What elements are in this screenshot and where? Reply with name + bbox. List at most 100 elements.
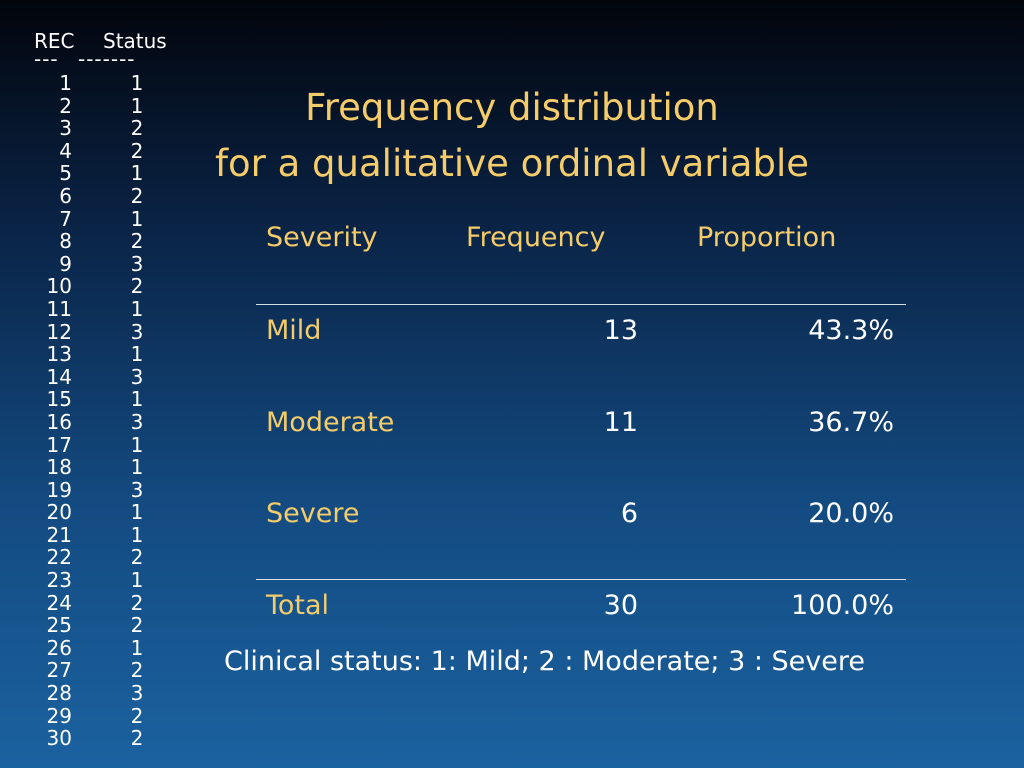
status-value: 1 — [130, 93, 144, 118]
status-value: 1 — [130, 161, 144, 186]
rec-number: 12 — [46, 319, 72, 344]
rec-number: 28 — [46, 681, 72, 706]
rec-number: 22 — [46, 545, 72, 570]
table-row-mild: Mild 13 43.3% — [256, 305, 906, 397]
raw-data-row: 15 1 — [34, 387, 184, 413]
status-value: 1 — [130, 522, 144, 547]
status-value: 3 — [130, 251, 144, 276]
rec-number: 27 — [46, 658, 72, 683]
rec-column-header: REC — [34, 29, 75, 53]
raw-data-header: REC Status — [34, 30, 184, 52]
status-value: 3 — [130, 681, 144, 706]
rec-number: 25 — [46, 613, 72, 638]
raw-data-row: 19 3 — [34, 477, 184, 504]
total-frequency: 30 — [603, 590, 638, 621]
status-value: 2 — [130, 590, 144, 615]
status-value: 1 — [130, 342, 144, 367]
raw-data-row: 20 1 — [34, 500, 184, 526]
table-body: Mild 13 43.3% Moderate 11 36.7% Severe 6… — [256, 305, 906, 580]
rec-number: 18 — [46, 455, 72, 480]
frequency-table: Severity Frequency Proportion Mild 13 43… — [256, 218, 906, 640]
status-value: 1 — [130, 387, 144, 412]
status-value: 1 — [130, 568, 144, 593]
raw-data-row: 16 3 — [34, 409, 184, 436]
rec-number: 19 — [46, 477, 72, 502]
total-proportion: 100.0% — [791, 590, 894, 621]
rec-number: 3 — [59, 116, 72, 141]
status-value: 3 — [130, 364, 144, 389]
status-value: 1 — [130, 500, 144, 525]
raw-data-row: 10 2 — [34, 274, 184, 300]
rec-number: 14 — [46, 364, 72, 389]
rec-number: 30 — [46, 726, 72, 751]
table-row-severe: Severe 6 20.0% — [256, 488, 906, 580]
rec-number: 29 — [46, 703, 72, 728]
raw-data-row: 30 2 — [34, 726, 184, 752]
row-label: Severe — [266, 498, 360, 529]
raw-data-separator: --- ------- — [34, 47, 184, 74]
row-frequency: 13 — [603, 315, 638, 346]
rec-number: 23 — [46, 568, 72, 593]
rec-number: 15 — [46, 387, 72, 412]
rec-number: 8 — [59, 229, 72, 254]
raw-data-row: 29 2 — [34, 703, 184, 730]
row-proportion: 36.7% — [808, 406, 894, 438]
rec-number: 13 — [46, 342, 72, 367]
clinical-status-legend: Clinical status: 1: Mild; 2 : Moderate; … — [224, 646, 865, 677]
rec-number: 2 — [59, 93, 72, 118]
raw-data-row: 25 2 — [34, 613, 184, 639]
status-value: 2 — [130, 116, 144, 141]
status-column-header: Status — [103, 29, 167, 53]
rec-number: 16 — [46, 409, 72, 434]
rec-number: 1 — [59, 71, 72, 95]
raw-data-row: 26 1 — [34, 635, 184, 662]
status-value: 2 — [130, 658, 144, 683]
raw-data-row: 23 1 — [34, 568, 184, 594]
title-line-2: for a qualitative ordinal variable — [214, 142, 810, 185]
rec-number: 9 — [59, 251, 72, 276]
status-value: 2 — [130, 274, 144, 299]
raw-data-rows: 1 1 2 1 3 2 4 2 5 1 6 2 7 1 8 2 9 3 10 2 11 1 12 3 13 1 14 3 15 1 16 3 1… — [34, 71, 184, 752]
status-value: 2 — [130, 726, 144, 751]
status-value: 1 — [130, 635, 144, 660]
status-value: 2 — [130, 703, 144, 728]
severity-header: Severity — [266, 222, 378, 253]
total-label: Total — [266, 590, 330, 621]
status-value: 1 — [130, 71, 144, 95]
status-value: 3 — [130, 477, 144, 502]
rec-number: 11 — [46, 296, 72, 321]
status-value: 1 — [130, 296, 144, 321]
raw-data-row: 17 1 — [34, 435, 184, 459]
raw-data-row: 22 2 — [34, 545, 184, 571]
raw-data-row: 24 2 — [34, 590, 184, 617]
rec-number: 24 — [46, 590, 72, 615]
raw-data-row: 18 1 — [34, 455, 184, 481]
rec-number: 7 — [59, 206, 72, 231]
status-separator: ------- — [78, 47, 136, 71]
slide-title: Frequency distribution for a qualitative… — [160, 80, 864, 192]
raw-data-row: 27 2 — [34, 658, 184, 684]
rec-number: 21 — [46, 522, 72, 547]
status-value: 2 — [130, 229, 144, 254]
raw-data-row: 14 3 — [34, 364, 184, 391]
row-frequency: 6 — [620, 498, 638, 529]
status-value: 2 — [130, 545, 144, 570]
proportion-header: Proportion — [697, 222, 837, 253]
raw-data-row: 13 1 — [34, 342, 184, 368]
rec-number: 5 — [59, 161, 72, 186]
status-value: 1 — [130, 206, 144, 231]
status-value: 2 — [130, 183, 144, 208]
row-frequency: 11 — [603, 406, 638, 438]
raw-data-row: 21 1 — [34, 522, 184, 549]
row-label: Moderate — [266, 406, 395, 438]
status-value: 3 — [130, 409, 144, 434]
row-label: Mild — [266, 315, 322, 346]
raw-data-row: 12 3 — [34, 319, 184, 346]
